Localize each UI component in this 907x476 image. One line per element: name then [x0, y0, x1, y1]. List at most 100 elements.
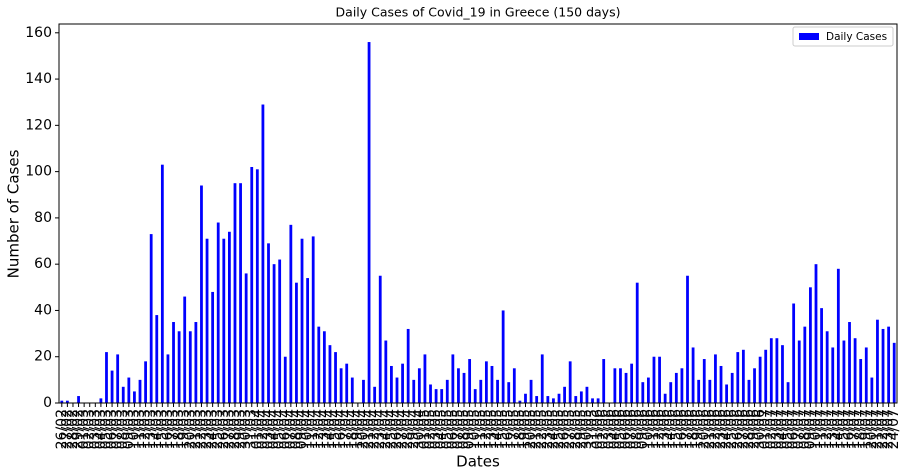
bar — [322, 331, 326, 403]
x-tick-label: 23/06 — [713, 409, 729, 449]
x-tick-label: 22/07 — [875, 409, 891, 449]
x-tick-label: 16/05 — [501, 409, 517, 449]
bar — [831, 347, 835, 403]
bar — [412, 379, 416, 403]
x-tick-label: 28/06 — [741, 409, 757, 449]
x-tick-label: 12/07 — [819, 409, 835, 449]
y-tick-label: 160 — [25, 25, 52, 41]
x-tick-label: 17/04 — [339, 409, 355, 449]
x-tick-label: 18/07 — [853, 409, 869, 449]
bar — [518, 400, 522, 403]
bar — [395, 377, 399, 403]
bar — [133, 391, 136, 403]
x-tick-label: 23/05 — [540, 409, 556, 449]
bar — [680, 368, 684, 403]
x-tick-label: 15/06 — [668, 409, 684, 449]
bar — [423, 354, 427, 403]
bar — [390, 365, 393, 403]
bar — [641, 382, 645, 403]
bar — [362, 379, 365, 403]
bar — [686, 275, 689, 403]
bar — [278, 259, 282, 403]
x-tick-label: 05/04 — [272, 409, 288, 449]
bar — [479, 379, 483, 403]
y-tick-label: 0 — [43, 395, 52, 411]
bar — [144, 361, 147, 403]
x-tick-label: 05/06 — [612, 409, 628, 449]
x-tick-label: 08/03 — [115, 409, 131, 449]
bar — [792, 303, 796, 403]
bar — [892, 342, 896, 403]
bar — [205, 238, 209, 403]
x-tick-label: 11/04 — [305, 409, 321, 449]
x-tick-label: 12/05 — [478, 409, 494, 449]
bar — [786, 382, 790, 403]
x-tick-label: 10/03 — [126, 409, 142, 449]
x-tick-label: 25/06 — [724, 409, 740, 449]
x-tick-label: 23/03 — [199, 409, 215, 449]
x-tick-label: 27/05 — [562, 409, 578, 449]
bar — [440, 389, 444, 403]
x-tick-label: 01/06 — [590, 409, 606, 449]
x-tick-label: 13/05 — [484, 409, 500, 449]
bar — [870, 377, 874, 403]
x-tick-label: 16/03 — [160, 409, 176, 449]
bar — [401, 363, 404, 403]
bar — [244, 273, 248, 403]
x-tick-label: 08/05 — [456, 409, 472, 449]
x-tick-label: 17/07 — [847, 409, 863, 449]
x-tick-label: 15/05 — [495, 409, 511, 449]
x-tick-label: 03/03 — [87, 409, 103, 449]
bar — [110, 370, 114, 403]
bar — [490, 365, 494, 403]
bar — [283, 356, 287, 403]
x-tick-label: 21/06 — [702, 409, 718, 449]
x-tick-label: 29/02 — [71, 409, 87, 449]
bar — [222, 238, 226, 403]
x-tick-label: 29/06 — [747, 409, 763, 449]
x-tick-label: 01/03 — [76, 409, 92, 449]
bar — [630, 363, 634, 403]
bar — [211, 291, 215, 403]
y-tick-label: 100 — [25, 164, 52, 180]
x-tick-label: 30/05 — [579, 409, 595, 449]
bar — [149, 234, 153, 403]
x-tick-label: 31/05 — [585, 409, 601, 449]
x-tick-label: 17/03 — [166, 409, 182, 449]
bar — [725, 384, 729, 403]
bar — [814, 264, 818, 403]
bar — [809, 287, 812, 403]
bar — [65, 400, 69, 403]
x-tick-label: 09/04 — [294, 409, 310, 449]
x-tick-label: 24/05 — [545, 409, 561, 449]
bar — [719, 365, 723, 403]
x-tick-label: 23/07 — [881, 409, 897, 449]
bar — [60, 400, 64, 403]
x-tick-label: 19/05 — [517, 409, 533, 449]
bar — [842, 340, 846, 403]
x-tick-label: 12/03 — [138, 409, 154, 449]
x-tick-label: 09/03 — [121, 409, 137, 449]
x-tick-label: 21/05 — [529, 409, 545, 449]
x-tick-label: 27/02 — [59, 409, 75, 449]
x-tick-label: 17/06 — [680, 409, 696, 449]
x-tick-label: 14/04 — [322, 409, 338, 449]
x-tick-label: 21/04 — [361, 409, 377, 449]
bar — [261, 104, 265, 404]
x-tick-label: 22/04 — [367, 409, 383, 449]
bar — [177, 331, 181, 403]
x-tick-label: 27/03 — [221, 409, 237, 449]
bar — [311, 236, 315, 403]
x-tick-label: 29/03 — [233, 409, 249, 449]
bar — [507, 382, 511, 403]
plot-frame — [58, 23, 898, 404]
bar — [579, 391, 583, 403]
x-tick-label: 10/06 — [640, 409, 656, 449]
x-tick-label: 16/04 — [333, 409, 349, 449]
x-tick-label: 03/05 — [428, 409, 444, 449]
x-tick-label: 03/07 — [769, 409, 785, 449]
bar — [714, 354, 717, 403]
bar — [887, 326, 891, 403]
bar — [116, 354, 120, 403]
x-tick-label: 22/05 — [534, 409, 550, 449]
